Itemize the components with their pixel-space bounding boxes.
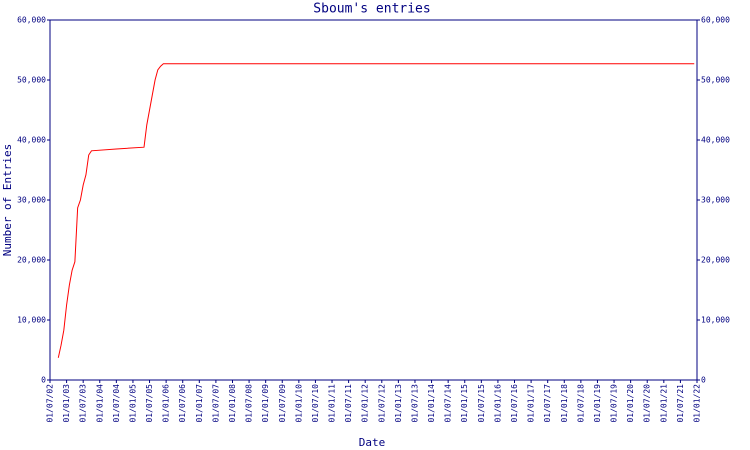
x-tick-label: 01/07/15	[477, 384, 486, 423]
x-tick-label: 01/07/20	[643, 384, 652, 423]
x-tick-label: 01/07/03	[79, 384, 88, 423]
x-tick-label: 01/01/15	[460, 384, 469, 423]
x-tick-label: 01/07/14	[444, 384, 453, 423]
x-tick-label: 01/01/14	[427, 384, 436, 423]
y-tick-label: 0	[701, 376, 706, 385]
x-tick-label: 01/01/04	[95, 384, 104, 423]
y-tick-label: 50,000	[701, 76, 730, 85]
x-tick-label: 01/07/11	[344, 384, 353, 423]
y-tick-label: 20,000	[17, 256, 46, 265]
x-tick-label: 01/01/07	[195, 384, 204, 423]
y-tick-label: 60,000	[701, 16, 730, 25]
x-tick-label: 01/07/04	[112, 384, 121, 423]
x-tick-label: 01/07/08	[245, 384, 254, 423]
x-tick-label: 01/01/16	[493, 384, 502, 423]
x-tick-label: 01/01/22	[693, 384, 702, 423]
chart-title: Sboum's entries	[313, 2, 430, 17]
x-tick-label: 01/07/12	[377, 384, 386, 423]
x-tick-label: 01/01/09	[261, 384, 270, 423]
x-tick-label: 01/07/13	[410, 384, 419, 423]
x-tick-label: 01/01/10	[294, 384, 303, 423]
x-axis-title: Date	[359, 436, 386, 449]
x-tick-label: 01/07/06	[178, 384, 187, 423]
x-tick-label: 01/07/09	[278, 384, 287, 423]
y-tick-label: 40,000	[17, 136, 46, 145]
x-tick-label: 01/01/11	[328, 384, 337, 423]
x-tick-label: 01/01/19	[593, 384, 602, 423]
x-tick-label: 01/07/16	[510, 384, 519, 423]
y-tick-label: 60,000	[17, 16, 46, 25]
x-tick-label: 01/07/02	[46, 384, 55, 423]
x-tick-label: 01/07/17	[543, 384, 552, 423]
x-tick-label: 01/01/17	[527, 384, 536, 423]
x-tick-label: 01/01/05	[128, 384, 137, 423]
x-tick-label: 01/01/06	[162, 384, 171, 423]
x-tick-label: 01/07/21	[676, 384, 685, 423]
y-tick-label: 0	[41, 376, 46, 385]
x-tick-label: 01/07/07	[211, 384, 220, 423]
x-tick-label: 01/01/08	[228, 384, 237, 423]
x-tick-label: 01/07/19	[610, 384, 619, 423]
x-tick-label: 01/01/12	[361, 384, 370, 423]
y-tick-label: 10,000	[701, 316, 730, 325]
x-tick-label: 01/07/18	[576, 384, 585, 423]
data-line	[57, 63, 695, 358]
y-tick-label: 10,000	[17, 316, 46, 325]
y-axis-title: Number of Entries	[1, 144, 14, 257]
x-tick-label: 01/01/20	[626, 384, 635, 423]
x-tick-label: 01/01/13	[394, 384, 403, 423]
x-tick-label: 01/07/05	[145, 384, 154, 423]
x-tick-label: 01/07/10	[311, 384, 320, 423]
y-tick-label: 40,000	[701, 136, 730, 145]
y-tick-label: 30,000	[17, 196, 46, 205]
x-tick-label: 01/01/03	[62, 384, 71, 423]
y-tick-label: 30,000	[701, 196, 730, 205]
x-tick-label: 01/01/21	[659, 384, 668, 423]
x-tick-label: 01/01/18	[560, 384, 569, 423]
y-tick-label: 20,000	[701, 256, 730, 265]
y-tick-label: 50,000	[17, 76, 46, 85]
